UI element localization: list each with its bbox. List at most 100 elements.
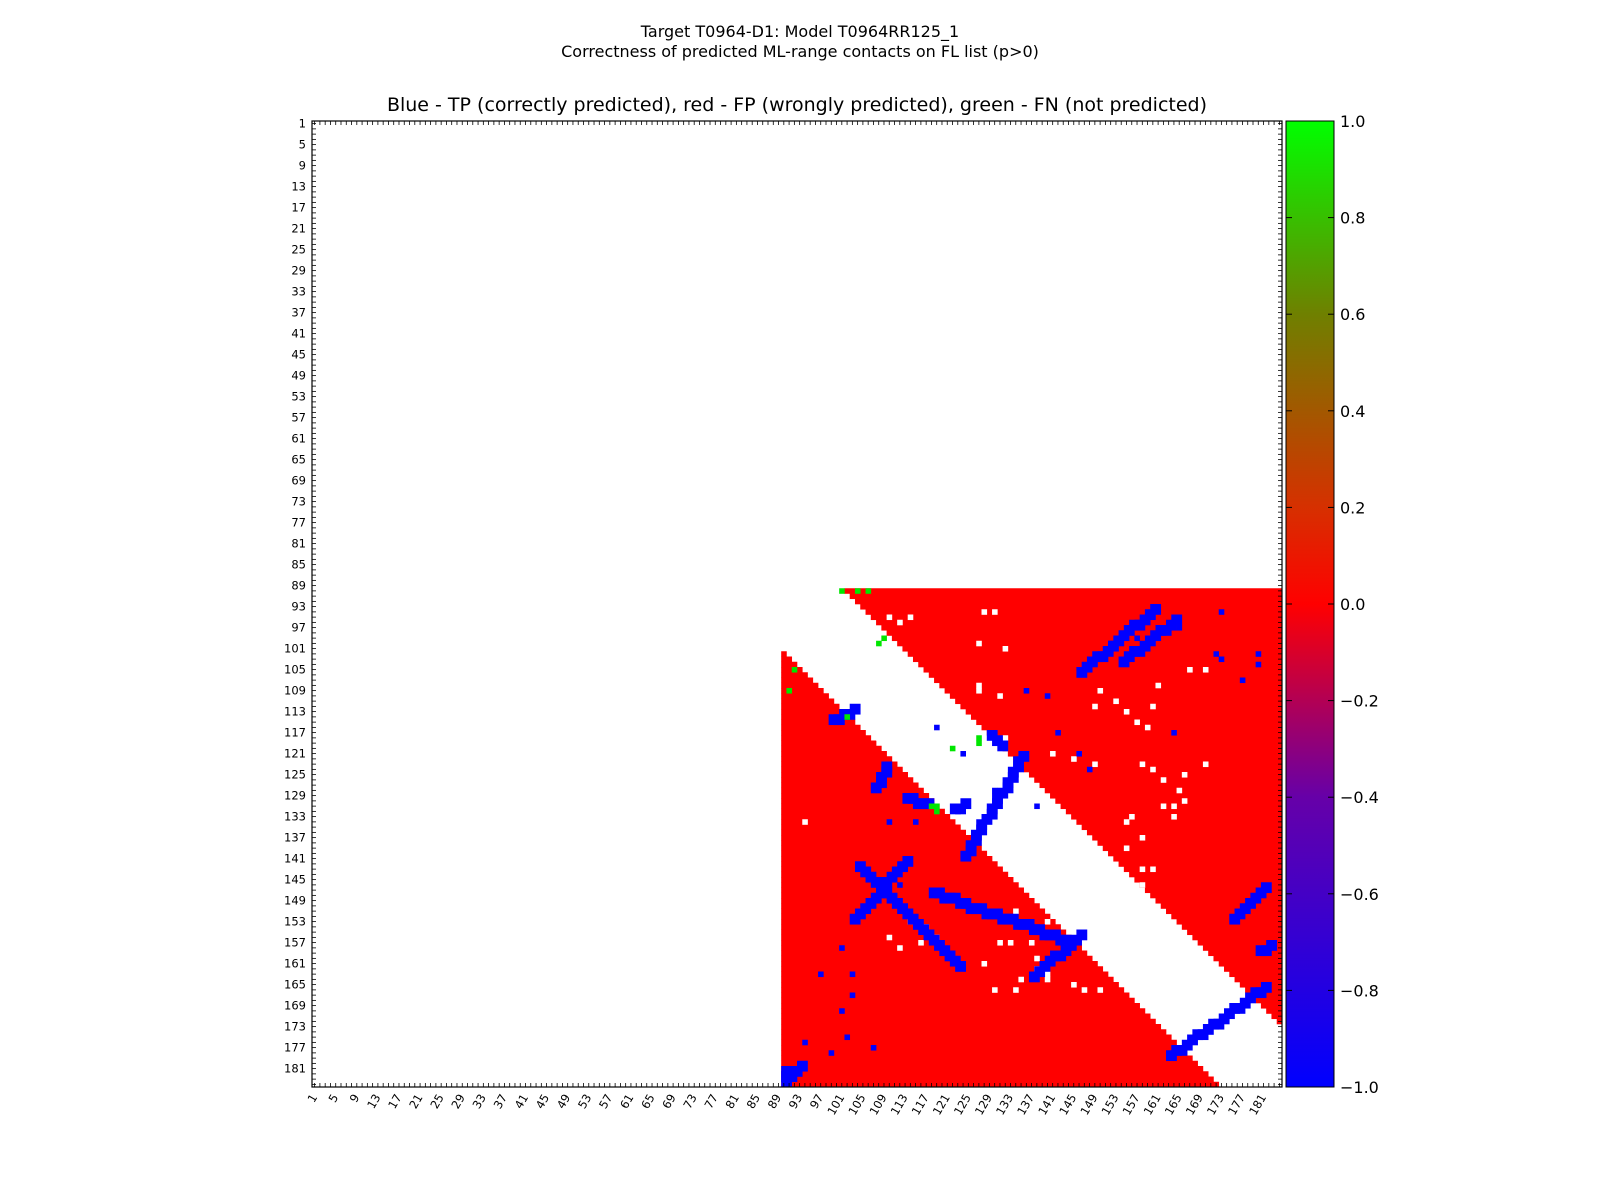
fp-cell-run xyxy=(781,793,930,799)
fp-cell-run xyxy=(1092,835,1283,841)
y-tick-label: 113 xyxy=(284,705,306,719)
x-tick-label: 101 xyxy=(824,1092,847,1118)
y-tick-label: 77 xyxy=(291,516,306,530)
fp-cell-run xyxy=(781,761,898,768)
empty-cell xyxy=(1129,814,1135,820)
colorbar-tick-label: −0.4 xyxy=(1340,788,1379,807)
y-tick-label: 109 xyxy=(284,684,306,698)
fp-cell-run xyxy=(1155,898,1283,904)
fp-cell-run xyxy=(781,1055,1193,1062)
fp-cell-run xyxy=(781,798,935,804)
fp-cell-run xyxy=(1213,955,1283,962)
empty-cell xyxy=(1113,698,1119,705)
fp-cell-run xyxy=(1097,840,1283,846)
fp-cell-run xyxy=(1271,1013,1283,1020)
colorbar-tick-label: 0.4 xyxy=(1340,402,1365,421)
fp-cell-run xyxy=(781,808,945,815)
fp-cell-run xyxy=(886,630,1283,636)
fp-cell-run xyxy=(781,693,829,699)
y-tick-label: 121 xyxy=(284,747,306,761)
fp-cell-run xyxy=(1218,961,1283,967)
fp-cell-run xyxy=(1129,871,1283,878)
empty-cell xyxy=(1155,682,1162,689)
fp-cell-run xyxy=(891,635,1283,642)
empty-cell xyxy=(1081,987,1088,993)
y-tick-label: 149 xyxy=(284,894,306,908)
y-tick-label: 57 xyxy=(291,411,306,425)
empty-cell xyxy=(1139,761,1146,768)
x-tick-label: 105 xyxy=(845,1092,868,1118)
x-tick-label: 45 xyxy=(533,1092,552,1112)
empty-cell xyxy=(1044,976,1051,983)
empty-cell xyxy=(1013,987,1019,993)
fp-cell-run xyxy=(960,703,1283,710)
fp-cell-run xyxy=(902,646,1283,652)
figure-title-line-2: Correctness of predicted ML-range contac… xyxy=(561,42,1039,61)
empty-cell xyxy=(1144,724,1151,731)
x-tick-label: 65 xyxy=(638,1092,657,1112)
tp-cell xyxy=(1123,630,1130,636)
fp-cell-run xyxy=(781,682,819,689)
fp-cell-run xyxy=(781,777,914,783)
tp-cell xyxy=(934,724,940,731)
x-tick-label: 121 xyxy=(930,1092,953,1118)
fp-cell-run xyxy=(781,971,1109,978)
y-tick-label: 65 xyxy=(291,453,306,467)
fp-cell-run xyxy=(781,950,1088,957)
tp-cell xyxy=(1171,614,1183,626)
x-tick-label: 141 xyxy=(1035,1092,1058,1118)
colorbar-tick-label: −0.2 xyxy=(1340,692,1379,711)
fp-cell-run xyxy=(781,688,824,694)
y-tick-label: 21 xyxy=(291,222,306,236)
tp-cell xyxy=(1218,609,1225,615)
colorbar-tick-label: 0.0 xyxy=(1340,595,1365,614)
y-tick-label: 69 xyxy=(291,474,306,488)
fp-cell-run xyxy=(939,682,1283,689)
fp-cell-run xyxy=(1102,845,1283,852)
y-tick-label: 49 xyxy=(291,369,306,383)
fp-cell-run xyxy=(781,887,1024,894)
tp-cell xyxy=(960,751,966,757)
x-tick-label: 173 xyxy=(1204,1092,1227,1118)
empty-cell xyxy=(1050,751,1056,757)
fp-cell-run xyxy=(1144,887,1283,894)
y-tick-label: 73 xyxy=(291,495,306,509)
empty-cell xyxy=(1139,882,1146,888)
y-tick-label: 165 xyxy=(284,978,306,992)
tp-cell xyxy=(1255,661,1262,668)
tp-cell xyxy=(1229,913,1241,925)
empty-cell xyxy=(1018,976,1024,983)
fp-cell-run xyxy=(781,782,919,789)
fp-cell-run xyxy=(854,598,1283,605)
tp-cell xyxy=(870,1045,877,1051)
fp-cell-run xyxy=(1229,971,1283,978)
x-axis-tick-labels: 1 5 9 13 17 21 25 29 33 37 41 45 49 53 57 61 65 69 73 77 81 8… xyxy=(304,1092,1269,1118)
tp-cell xyxy=(1255,651,1262,657)
y-tick-label: 89 xyxy=(291,579,306,593)
x-tick-label: 113 xyxy=(888,1092,911,1118)
tp-cell xyxy=(844,1034,851,1041)
axis-ticks xyxy=(312,121,1282,1087)
fp-cell-run xyxy=(986,730,1283,736)
tp-cell xyxy=(797,1060,808,1072)
empty-cell xyxy=(981,609,988,615)
empty-cell xyxy=(1071,756,1077,762)
fn-cell xyxy=(934,808,940,815)
fn-cell xyxy=(865,588,872,594)
fp-cell-run xyxy=(870,614,1283,621)
empty-cell xyxy=(886,614,893,621)
fp-cell-run xyxy=(781,1003,1140,1009)
fp-cell-run xyxy=(781,1066,1204,1072)
fp-cell-run xyxy=(781,824,961,831)
fp-cell-run xyxy=(1197,940,1283,946)
tp-cell xyxy=(1176,625,1183,631)
empty-cell xyxy=(992,987,998,993)
fn-cell xyxy=(854,588,861,594)
fp-cell-run xyxy=(1086,829,1283,836)
fp-cell-run xyxy=(781,1045,1183,1051)
fn-cell xyxy=(839,588,845,594)
empty-cell xyxy=(1097,688,1104,694)
fp-cell-run xyxy=(1266,1008,1283,1014)
fp-cell-run xyxy=(1255,997,1283,1004)
tp-cell xyxy=(1260,982,1272,993)
